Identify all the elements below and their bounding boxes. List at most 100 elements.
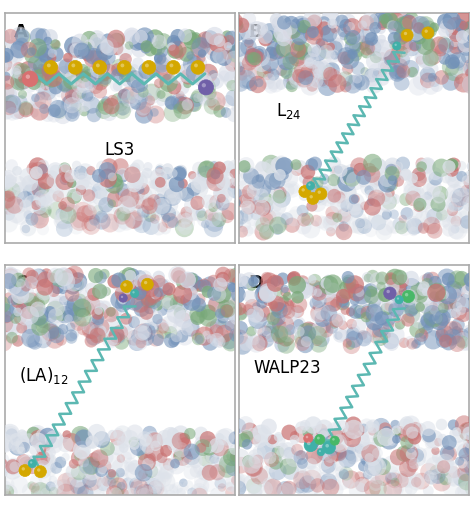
- Circle shape: [36, 28, 51, 44]
- Circle shape: [94, 306, 103, 315]
- Circle shape: [288, 276, 306, 294]
- Circle shape: [197, 172, 210, 185]
- Circle shape: [396, 46, 408, 57]
- Circle shape: [283, 39, 293, 49]
- Circle shape: [169, 176, 184, 192]
- Circle shape: [414, 333, 427, 345]
- Circle shape: [85, 282, 98, 295]
- Circle shape: [4, 426, 18, 440]
- Circle shape: [41, 484, 57, 501]
- Circle shape: [306, 24, 323, 41]
- Circle shape: [315, 215, 328, 229]
- Circle shape: [89, 315, 103, 329]
- Circle shape: [206, 167, 224, 184]
- Circle shape: [151, 278, 170, 297]
- Circle shape: [299, 190, 310, 201]
- Circle shape: [231, 485, 242, 496]
- Circle shape: [169, 41, 187, 58]
- Circle shape: [212, 442, 224, 454]
- Circle shape: [55, 335, 67, 346]
- Circle shape: [283, 450, 292, 458]
- Circle shape: [295, 18, 311, 34]
- Circle shape: [70, 212, 89, 231]
- Circle shape: [55, 210, 74, 229]
- Circle shape: [448, 270, 466, 289]
- Circle shape: [463, 182, 474, 195]
- Circle shape: [410, 218, 424, 233]
- Circle shape: [458, 37, 474, 52]
- Circle shape: [111, 63, 124, 76]
- Circle shape: [389, 66, 405, 82]
- Circle shape: [46, 75, 58, 88]
- Circle shape: [48, 273, 56, 282]
- Circle shape: [125, 292, 144, 311]
- Circle shape: [66, 277, 81, 292]
- Circle shape: [113, 207, 131, 225]
- Circle shape: [437, 277, 447, 288]
- Circle shape: [239, 51, 256, 69]
- Circle shape: [49, 81, 63, 94]
- Circle shape: [299, 22, 308, 30]
- Circle shape: [273, 190, 286, 204]
- Circle shape: [277, 336, 295, 354]
- Circle shape: [430, 316, 439, 325]
- Circle shape: [392, 270, 407, 285]
- Circle shape: [229, 328, 243, 342]
- Circle shape: [90, 327, 105, 342]
- Circle shape: [273, 189, 291, 208]
- Circle shape: [330, 166, 342, 178]
- Circle shape: [225, 474, 242, 492]
- Circle shape: [269, 462, 287, 480]
- Circle shape: [243, 193, 254, 204]
- Circle shape: [139, 437, 155, 452]
- Circle shape: [204, 98, 220, 114]
- Circle shape: [307, 26, 319, 38]
- Circle shape: [182, 480, 193, 491]
- Circle shape: [347, 444, 356, 454]
- Circle shape: [324, 274, 342, 293]
- Circle shape: [287, 273, 296, 282]
- Circle shape: [17, 447, 26, 455]
- Circle shape: [310, 309, 325, 323]
- Circle shape: [231, 174, 245, 187]
- Circle shape: [216, 175, 230, 189]
- Circle shape: [48, 201, 67, 220]
- Circle shape: [46, 312, 56, 323]
- Circle shape: [6, 96, 25, 115]
- Circle shape: [168, 44, 180, 56]
- Circle shape: [12, 182, 29, 200]
- Circle shape: [125, 488, 139, 501]
- Circle shape: [401, 289, 418, 305]
- Circle shape: [355, 443, 365, 454]
- Circle shape: [326, 221, 337, 234]
- Circle shape: [183, 54, 202, 73]
- Circle shape: [335, 466, 348, 479]
- Circle shape: [373, 38, 384, 49]
- Circle shape: [176, 327, 194, 345]
- Circle shape: [317, 284, 335, 303]
- Circle shape: [30, 102, 49, 120]
- Circle shape: [136, 483, 148, 495]
- Circle shape: [273, 287, 283, 297]
- Circle shape: [461, 51, 473, 63]
- Circle shape: [417, 195, 426, 204]
- Circle shape: [178, 65, 196, 83]
- Circle shape: [403, 182, 422, 201]
- Circle shape: [316, 38, 325, 48]
- Circle shape: [359, 26, 376, 44]
- Circle shape: [293, 426, 311, 443]
- Circle shape: [396, 156, 410, 171]
- Circle shape: [430, 37, 448, 54]
- Circle shape: [143, 84, 161, 101]
- Circle shape: [30, 306, 49, 326]
- Circle shape: [153, 288, 165, 300]
- Circle shape: [192, 333, 204, 345]
- Circle shape: [337, 71, 353, 87]
- Circle shape: [92, 451, 102, 461]
- Circle shape: [457, 38, 474, 56]
- Circle shape: [261, 23, 279, 41]
- Circle shape: [175, 81, 190, 94]
- Circle shape: [207, 334, 216, 344]
- Circle shape: [85, 80, 94, 89]
- Circle shape: [413, 201, 424, 212]
